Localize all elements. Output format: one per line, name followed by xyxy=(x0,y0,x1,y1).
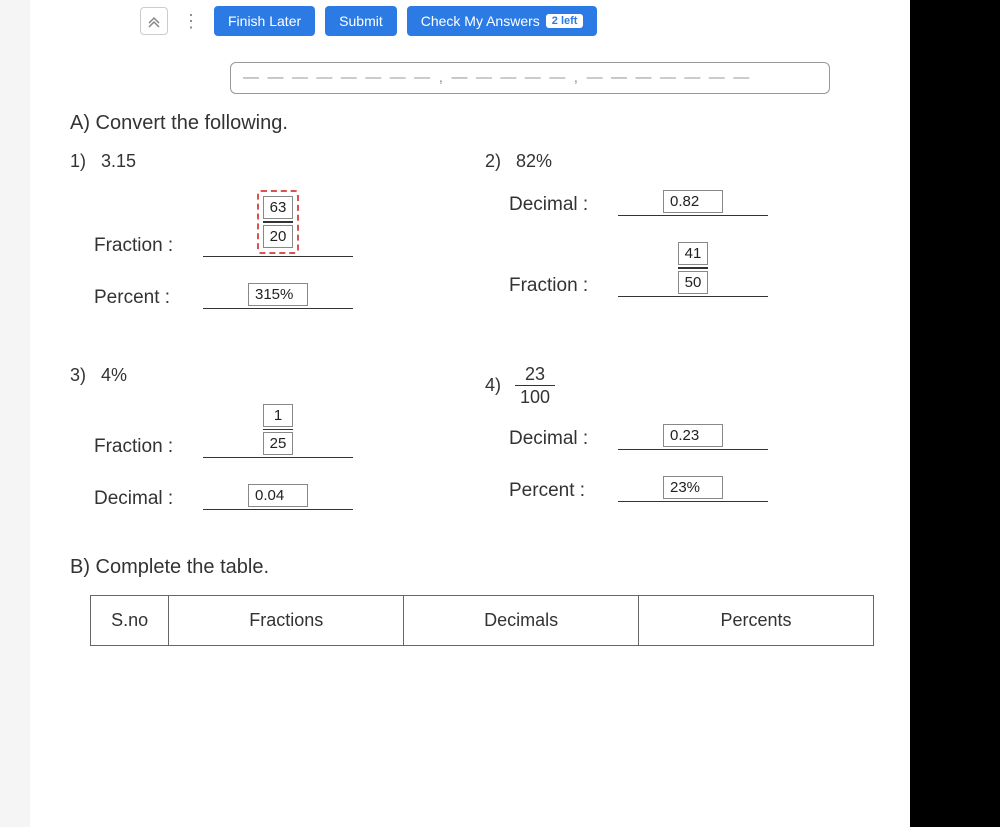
q3-fraction-row: Fraction : 1 25 xyxy=(94,404,455,459)
attempts-left-badge: 2 left xyxy=(546,14,584,28)
table-header-row: S.no Fractions Decimals Percents xyxy=(91,596,874,646)
q2-fraction: 41 50 xyxy=(678,242,709,294)
q4-num-label: 4) xyxy=(485,375,501,396)
q1-fraction-highlight: 63 20 xyxy=(257,190,300,254)
kebab-menu-icon[interactable]: ⋮ xyxy=(178,11,204,32)
q3-given: 4% xyxy=(101,365,127,385)
q3-decimal-label: Decimal : xyxy=(94,488,189,510)
toolbar: ⋮ Finish Later Submit Check My Answers 2… xyxy=(30,0,910,42)
section-a-heading: A) Convert the following. xyxy=(70,112,870,135)
question-3: 3) 4% Fraction : 1 25 Decimal : xyxy=(70,365,455,537)
collapse-up-icon[interactable] xyxy=(140,7,168,35)
q1-fraction-label: Fraction : xyxy=(94,235,189,257)
q4-given-denominator: 100 xyxy=(520,388,550,406)
table-wrapper: S.no Fractions Decimals Percents xyxy=(70,595,870,646)
q2-fraction-denominator-input[interactable]: 50 xyxy=(678,271,709,294)
q1-fraction-numerator-input[interactable]: 63 xyxy=(263,196,294,219)
q3-decimal-input[interactable]: 0.04 xyxy=(248,484,308,507)
q1-percent-answer: 315% xyxy=(203,283,353,309)
q3-decimal-answer: 0.04 xyxy=(203,484,353,510)
q2-decimal-row: Decimal : 0.82 xyxy=(509,190,870,216)
q2-decimal-answer: 0.82 xyxy=(618,190,768,216)
q3-decimal-row: Decimal : 0.04 xyxy=(94,484,455,510)
q2-fraction-answer: 41 50 xyxy=(618,242,768,297)
finish-later-button[interactable]: Finish Later xyxy=(214,6,315,36)
question-4: 4) 23 100 Decimal : 0.23 Percent : xyxy=(485,365,870,537)
q4-percent-input[interactable]: 23% xyxy=(663,476,723,499)
q4-given-fraction: 23 100 xyxy=(515,365,555,407)
q3-fraction-denominator-input[interactable]: 25 xyxy=(263,432,294,455)
worksheet-body: — — — — — — — — , — — — — — , — — — — — … xyxy=(30,42,910,646)
q1-percent-row: Percent : 315% xyxy=(94,283,455,309)
q1-fraction-row: Fraction : 63 20 xyxy=(94,190,455,257)
q2-num-label: 2) xyxy=(485,151,501,171)
submit-button[interactable]: Submit xyxy=(325,6,397,36)
q4-percent-row: Percent : 23% xyxy=(509,476,870,502)
q2-given: 82% xyxy=(516,151,552,171)
q4-decimal-input[interactable]: 0.23 xyxy=(663,424,723,447)
q3-number: 3) 4% xyxy=(70,365,455,386)
col-sno: S.no xyxy=(91,596,169,646)
question-1: 1) 3.15 Fraction : 63 20 xyxy=(70,151,455,335)
q1-given: 3.15 xyxy=(101,151,136,171)
fraction-bar xyxy=(263,221,294,223)
q1-percent-input[interactable]: 315% xyxy=(248,283,308,306)
fraction-bar xyxy=(515,385,555,387)
q4-number: 4) 23 100 xyxy=(485,365,870,407)
q4-given-numerator: 23 xyxy=(525,365,545,383)
q2-decimal-input[interactable]: 0.82 xyxy=(663,190,723,213)
q3-fraction-answer: 1 25 xyxy=(203,404,353,459)
q4-decimal-row: Decimal : 0.23 xyxy=(509,424,870,450)
obscured-title: — — — — — — — — , — — — — — , — — — — — … xyxy=(230,62,830,94)
section-b-heading: B) Complete the table. xyxy=(70,556,870,579)
q4-percent-answer: 23% xyxy=(618,476,768,502)
check-answers-label: Check My Answers xyxy=(421,13,540,29)
q2-fraction-label: Fraction : xyxy=(509,275,604,297)
fraction-bar xyxy=(263,429,294,431)
q1-percent-label: Percent : xyxy=(94,287,189,309)
col-fractions: Fractions xyxy=(169,596,404,646)
q1-number: 1) 3.15 xyxy=(70,151,455,172)
questions-grid: 1) 3.15 Fraction : 63 20 xyxy=(70,151,870,536)
col-decimals: Decimals xyxy=(404,596,639,646)
worksheet-page: ⋮ Finish Later Submit Check My Answers 2… xyxy=(30,0,910,827)
q4-percent-label: Percent : xyxy=(509,480,604,502)
q4-decimal-answer: 0.23 xyxy=(618,424,768,450)
q1-fraction-denominator-input[interactable]: 20 xyxy=(263,225,294,248)
conversion-table: S.no Fractions Decimals Percents xyxy=(90,595,874,646)
fraction-bar xyxy=(678,267,709,269)
q2-decimal-label: Decimal : xyxy=(509,194,604,216)
q2-fraction-row: Fraction : 41 50 xyxy=(509,242,870,297)
q2-fraction-numerator-input[interactable]: 41 xyxy=(678,242,709,265)
black-margin xyxy=(910,0,1000,827)
col-percents: Percents xyxy=(639,596,874,646)
question-2: 2) 82% Decimal : 0.82 Fraction : 41 xyxy=(485,151,870,335)
check-answers-button[interactable]: Check My Answers 2 left xyxy=(407,6,598,36)
q1-num-label: 1) xyxy=(70,151,86,171)
q3-fraction-label: Fraction : xyxy=(94,436,189,458)
q1-fraction: 63 20 xyxy=(263,196,294,248)
q2-number: 2) 82% xyxy=(485,151,870,172)
q3-fraction-numerator-input[interactable]: 1 xyxy=(263,404,293,427)
q1-fraction-answer: 63 20 xyxy=(203,190,353,257)
q4-decimal-label: Decimal : xyxy=(509,428,604,450)
q3-fraction: 1 25 xyxy=(263,404,294,456)
q3-num-label: 3) xyxy=(70,365,86,385)
